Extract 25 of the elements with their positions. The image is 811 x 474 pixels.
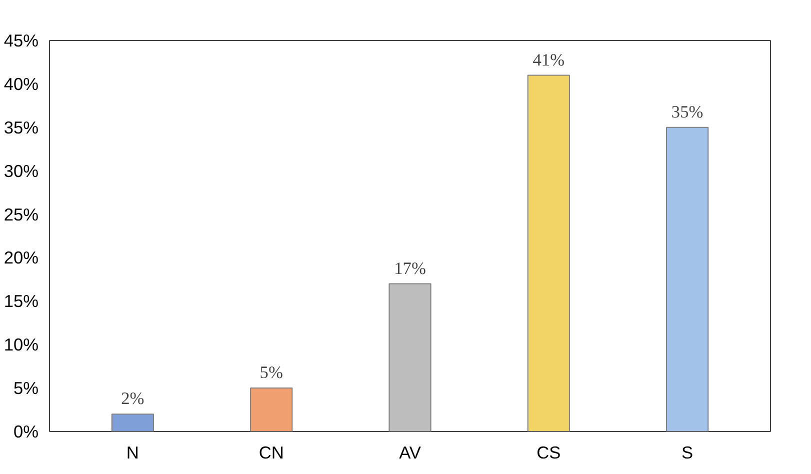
data-label: 41% (532, 50, 565, 70)
y-tick-label: 45% (4, 30, 39, 50)
y-tick-label: 25% (4, 204, 39, 224)
bar (250, 388, 293, 432)
bar (527, 74, 570, 432)
x-tick-label: S (682, 442, 694, 462)
y-tick-label: 5% (13, 378, 38, 398)
y-tick-label: 15% (4, 291, 39, 312)
data-label: 35% (671, 102, 704, 122)
x-tick-label: AV (399, 442, 422, 462)
data-label: 5% (260, 363, 283, 382)
y-tick-label: 0% (13, 422, 38, 442)
y-tick-label: 40% (4, 74, 39, 94)
x-tick-label: CN (258, 442, 284, 462)
x-tick-label: N (126, 442, 139, 462)
data-label: 17% (394, 258, 426, 278)
y-tick-label: 10% (4, 334, 39, 355)
data-label: 2% (121, 389, 144, 408)
bar (111, 414, 154, 432)
bar (388, 283, 432, 432)
y-tick-label: 35% (4, 117, 39, 138)
bar (666, 126, 709, 432)
x-tick-label: CS (536, 442, 561, 462)
y-tick-label: 30% (4, 160, 39, 181)
y-tick-label: 20% (4, 248, 39, 268)
